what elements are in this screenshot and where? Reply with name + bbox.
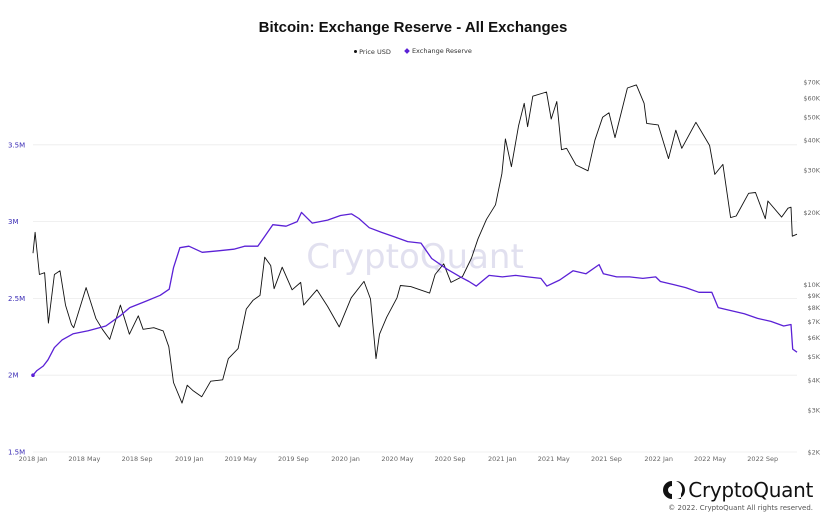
x-tick-label: 2018 Sep	[122, 455, 153, 463]
left-tick-label: 1.5M	[8, 449, 25, 457]
right-tick-label: $60K	[803, 94, 820, 102]
brand-name: CryptoQuant	[688, 478, 813, 502]
chart-title: Bitcoin: Exchange Reserve - All Exchange…	[258, 19, 568, 36]
x-tick-label: 2022 May	[694, 455, 726, 463]
right-tick-label: $10K	[803, 281, 820, 289]
brand-logo: CryptoQuant	[662, 478, 813, 502]
right-tick-label: $30K	[803, 167, 820, 175]
x-tick-label: 2018 Jan	[19, 455, 48, 463]
x-tick-label: 2020 Jan	[331, 455, 360, 463]
series-group	[31, 84, 798, 404]
right-tick-label: $7K	[807, 318, 820, 326]
x-tick-label: 2020 Sep	[435, 455, 466, 463]
x-tick-label: 2021 Jan	[488, 455, 517, 463]
left-tick-label: 3.5M	[8, 141, 25, 149]
grid-lines	[33, 144, 797, 453]
right-tick-label: $50K	[803, 113, 820, 121]
right-tick-label: $3K	[807, 406, 820, 414]
right-tick-label: $20K	[803, 209, 820, 217]
cryptoquant-logo-icon	[663, 481, 686, 499]
x-tick-label: 2018 May	[68, 455, 100, 463]
right-tick-label: $5K	[807, 353, 820, 361]
legend-label-price: Price USD	[359, 47, 391, 56]
right-tick-label: $9K	[807, 292, 820, 300]
left-y-axis: 1.5M 2M 2.5M 3M 3.5M	[8, 141, 25, 456]
legend-label-reserve: Exchange Reserve	[411, 47, 472, 55]
legend-dot-icon	[354, 50, 358, 53]
right-tick-label: $8K	[807, 304, 820, 312]
x-tick-label: 2020 May	[381, 455, 413, 463]
reserve-start-point	[31, 373, 35, 378]
left-tick-label: 3M	[8, 218, 19, 226]
right-tick-label: $6K	[807, 334, 820, 342]
right-tick-label: $4K	[807, 376, 820, 384]
right-tick-label: $70K	[803, 78, 820, 86]
x-tick-label: 2019 Sep	[278, 455, 309, 463]
x-tick-label: 2022 Sep	[747, 455, 778, 463]
legend: Price USD Exchange Reserve	[0, 47, 826, 56]
x-tick-label: 2019 Jan	[175, 455, 204, 463]
exchange-reserve-line	[32, 211, 798, 376]
watermark: CryptoQuant	[306, 237, 524, 277]
copyright-text: © 2022. CryptoQuant All rights reserved.	[668, 504, 813, 512]
right-tick-label: $2K	[807, 449, 820, 457]
price-usd-line	[32, 84, 798, 404]
legend-diamond-icon	[404, 48, 410, 54]
legend-item-reserve[interactable]: Exchange Reserve	[404, 47, 472, 55]
right-tick-label: $40K	[803, 137, 820, 145]
left-tick-label: 2.5M	[8, 295, 25, 303]
right-y-axis: $2K $3K $4K $5K $6K $7K $8K $9K $10K $20K $30K $40K…	[803, 78, 820, 456]
x-tick-label: 2022 Jan	[644, 455, 673, 463]
left-tick-label: 2M	[8, 372, 19, 380]
x-tick-label: 2021 May	[538, 455, 570, 463]
legend-item-price[interactable]: Price USD	[354, 48, 391, 56]
x-tick-label: 2021 Sep	[591, 455, 622, 463]
x-tick-label: 2019 May	[225, 455, 257, 463]
x-axis: 2018 Jan 2018 May 2018 Sep 2019 Jan 2019 May…	[19, 455, 778, 463]
